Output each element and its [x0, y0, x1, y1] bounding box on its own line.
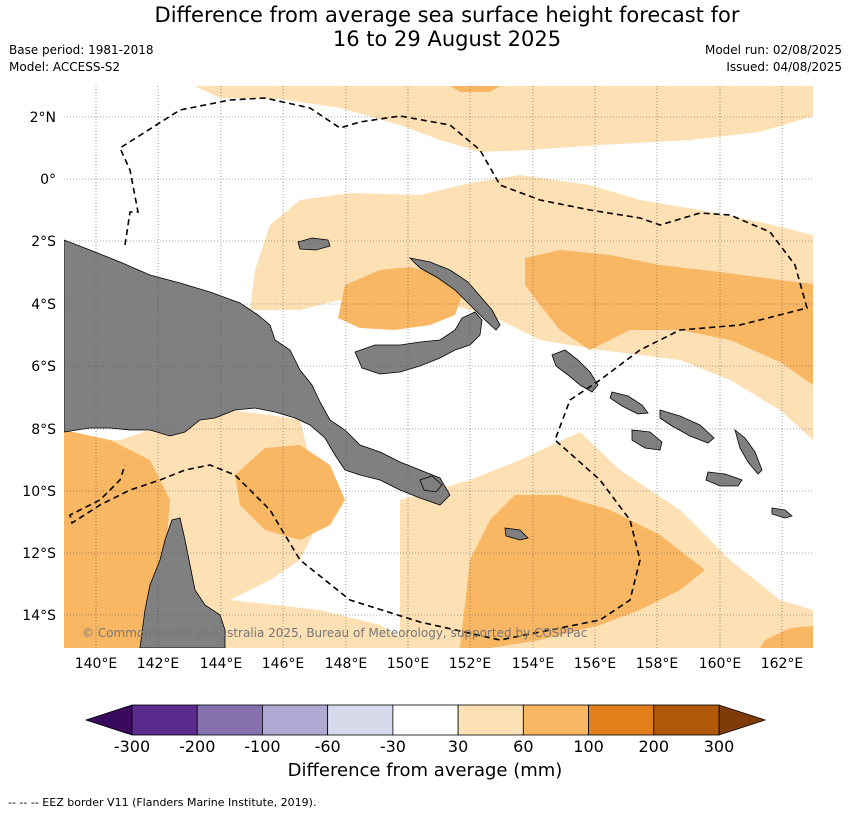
new-britain-island — [354, 311, 483, 375]
colorbar-segment — [392, 704, 459, 736]
anomaly-band-30-60-north — [195, 86, 813, 152]
solomon-islands-makira — [705, 471, 743, 487]
base-period: Base period: 1981-2018 — [9, 43, 154, 57]
colorbar-tick-label: -100 — [244, 737, 280, 756]
issued-date: Issued: 04/08/2025 — [726, 60, 842, 74]
lat-label: 0° — [40, 172, 56, 188]
cape-york-landmass — [139, 517, 226, 648]
lat-label: 4°S — [31, 297, 56, 313]
lat-label: 10°S — [22, 484, 56, 500]
solomon-islands-guadalcanal — [631, 429, 663, 451]
colorbar: -300 -200 -100 -60 -30 30 60 100 200 300 — [84, 704, 767, 756]
colorbar-tick-label: -200 — [179, 737, 215, 756]
lon-label: 146°E — [262, 656, 305, 672]
colorbar-low-extend — [84, 704, 133, 736]
lat-label: 8°S — [31, 422, 56, 438]
colorbar-segment — [588, 704, 655, 736]
meta-left: Base period: 1981-2018 Model: ACCESS-S2 — [9, 42, 154, 76]
colorbar-segment — [327, 704, 394, 736]
solomon-islands-choiseul — [609, 391, 649, 415]
colorbar-tick-label: 200 — [639, 737, 670, 756]
new-ireland-island — [408, 257, 501, 331]
colorbar-segment — [457, 704, 524, 736]
colorbar-segments — [131, 704, 720, 736]
colorbar-tick-label: -30 — [380, 737, 406, 756]
colorbar-tick-label: 100 — [573, 737, 604, 756]
anomaly-patch-60-100-north-small — [450, 86, 500, 92]
lat-label: 2°S — [31, 234, 56, 250]
lon-label: 162°E — [761, 656, 804, 672]
colorbar-high-extend — [718, 704, 767, 736]
latitude-labels: 2°N 0° 2°S 4°S 6°S 8°S 10°S 12°S 14°S — [22, 110, 56, 624]
lon-label: 144°E — [200, 656, 243, 672]
longitude-labels: 140°E 142°E 144°E 146°E 148°E 150°E 152°… — [75, 656, 804, 672]
colorbar-segment — [522, 704, 589, 736]
anomaly-patch-60-100-gulf — [235, 445, 345, 540]
anomaly-patch-60-100-west — [64, 430, 170, 648]
lat-label: 12°S — [22, 546, 56, 562]
colorbar-segment — [262, 704, 329, 736]
lon-label: 156°E — [574, 656, 617, 672]
lon-label: 142°E — [137, 656, 180, 672]
model-run: Model run: 02/08/2025 — [704, 43, 842, 57]
copyright-notice: © Commonwealth of Australia 2025, Bureau… — [82, 626, 587, 640]
eez-footnote: -- -- -- EEZ border V11 (Flanders Marine… — [8, 796, 317, 809]
louisiade-archipelago — [504, 527, 529, 541]
lon-label: 152°E — [449, 656, 492, 672]
colorbar-tick-label: 300 — [704, 737, 735, 756]
lat-label: 6°S — [31, 359, 56, 375]
graticule-lines — [64, 86, 813, 648]
colorbar-segment — [196, 704, 263, 736]
lon-label: 154°E — [512, 656, 555, 672]
anomaly-band-30-60-central — [250, 175, 813, 440]
colorbar-tick-labels: -300 -200 -100 -60 -30 30 60 100 200 300 — [114, 737, 734, 756]
map-plot-area: © Commonwealth of Australia 2025, Bureau… — [64, 86, 813, 648]
lat-label: 2°N — [30, 110, 56, 126]
model-name: Model: ACCESS-S2 — [9, 60, 121, 74]
lat-label: 14°S — [22, 608, 56, 624]
map-figure: © Commonwealth of Australia 2025, Bureau… — [22, 86, 813, 756]
colorbar-tick-label: -60 — [315, 737, 341, 756]
lon-label: 148°E — [325, 656, 368, 672]
colorbar-tick-label: -300 — [114, 737, 150, 756]
new-guinea-landmass — [64, 239, 451, 506]
meta-right: Model run: 02/08/2025 Issued: 04/08/2025 — [705, 42, 842, 76]
colorbar-tick-label: 60 — [513, 737, 533, 756]
lon-label: 158°E — [636, 656, 679, 672]
anomaly-patch-60-100-southeast-corner — [760, 626, 813, 648]
dentrecasteaux-islands — [419, 475, 443, 493]
colorbar-tick-label: 30 — [448, 737, 468, 756]
title-line-2: 16 to 29 August 2025 — [332, 27, 562, 51]
colorbar-segment — [131, 704, 198, 736]
anomaly-patch-60-100-east — [525, 250, 813, 385]
colorbar-segment — [653, 704, 720, 736]
bougainville-island — [551, 349, 599, 393]
lon-label: 140°E — [75, 656, 118, 672]
solomon-islands-malaita — [734, 428, 763, 475]
solomon-islands-santa-isabel — [659, 409, 715, 444]
lon-label: 150°E — [387, 656, 430, 672]
anomaly-patch-60-100-bismarck — [338, 267, 462, 330]
chart-title: Difference from average sea surface heig… — [0, 3, 850, 51]
title-line-1: Difference from average sea surface heig… — [154, 3, 740, 27]
lon-label: 160°E — [699, 656, 742, 672]
colorbar-label: Difference from average (mm) — [287, 760, 563, 781]
